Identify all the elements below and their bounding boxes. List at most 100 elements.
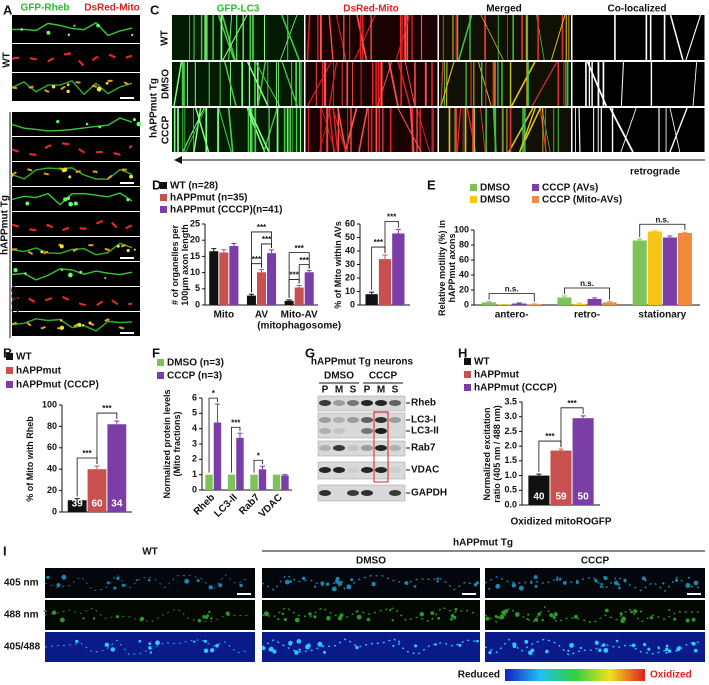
puncta (691, 617, 696, 622)
y-tick-label: 80 (47, 421, 57, 431)
y-axis-label: % of Mito with Rheb (25, 415, 35, 502)
micrograph (485, 568, 705, 598)
puncta (621, 616, 626, 622)
puncta (46, 575, 50, 580)
n-label: 40 (533, 492, 545, 503)
bar (550, 450, 572, 505)
puncta (306, 643, 311, 648)
band-label: VDAC (411, 465, 439, 476)
puncta (657, 647, 661, 650)
significance-label: *** (374, 238, 384, 247)
puncta (133, 248, 136, 251)
axon (11, 117, 133, 132)
bar (662, 237, 677, 305)
kymograph-trace (508, 107, 534, 153)
y-tick-label: 0 (464, 299, 469, 309)
axon (11, 167, 133, 180)
group-label: WT (2, 52, 13, 68)
puncta (485, 616, 490, 621)
puncta (208, 610, 211, 614)
bar (246, 295, 256, 305)
puncta (20, 28, 24, 31)
error-bar (382, 254, 388, 260)
puncta (40, 250, 44, 254)
puncta (685, 583, 691, 589)
n-label: 50 (578, 492, 590, 503)
error-bar (652, 230, 658, 232)
row-label: 405/488 (4, 642, 41, 653)
kymograph-trace (332, 107, 347, 153)
fraction-label: P (364, 385, 371, 396)
legend-swatch (470, 196, 477, 203)
error-bar (486, 301, 492, 303)
kymograph-trace (319, 107, 331, 153)
x-note: (mitophagosome) (257, 321, 341, 332)
puncta (398, 640, 401, 643)
puncta (215, 643, 219, 648)
condition-label: DMSO (324, 371, 354, 382)
kymograph-trace (246, 61, 269, 107)
significance-label: n.s. (580, 279, 594, 288)
kymograph-trace (228, 14, 233, 61)
bar (227, 474, 236, 490)
micrograph (439, 15, 571, 60)
legend-label: hAPPmut (CCCP)(n=41) (170, 205, 283, 216)
blot-band (389, 400, 401, 406)
kymograph-trace (685, 14, 702, 61)
legend-label: hAPPmut (474, 370, 520, 381)
error-bar (637, 238, 643, 241)
error-bar (667, 235, 673, 238)
significance-label: *** (289, 271, 299, 280)
micrograph (45, 568, 255, 598)
puncta (537, 612, 541, 616)
condition-label: CCCP (369, 371, 398, 382)
error-bar (286, 299, 292, 301)
panel-letter: E (427, 177, 436, 192)
axon (11, 141, 133, 157)
y-tick-label: 3.5 (504, 396, 517, 406)
legend-label: WT (n=28) (170, 181, 218, 192)
puncta (526, 617, 529, 621)
puncta (13, 267, 18, 273)
blot-band (375, 400, 387, 406)
puncta (518, 585, 524, 591)
puncta (44, 609, 47, 613)
puncta (668, 608, 671, 611)
band-label: Rab7 (411, 443, 436, 454)
significance-bracket (639, 223, 686, 237)
puncta (62, 167, 68, 172)
column-label: Co-localized (608, 4, 667, 15)
puncta (335, 579, 339, 584)
puncta (514, 612, 520, 617)
puncta (355, 645, 359, 650)
bar (219, 252, 229, 305)
column-label: DsRed-Mito (343, 4, 399, 15)
axon (11, 241, 133, 258)
y-tick-label: 2.0 (504, 441, 517, 451)
puncta (139, 616, 145, 622)
puncta (82, 617, 85, 620)
kymograph-trace (510, 61, 536, 107)
puncta (340, 580, 343, 584)
puncta (126, 248, 130, 253)
kymograph-trace (222, 14, 248, 61)
significance-label: n.s. (505, 285, 519, 294)
error-bar (580, 415, 586, 419)
kymograph-trace (193, 107, 202, 153)
y-tick-label: 0 (195, 299, 200, 309)
bar (250, 474, 258, 490)
puncta (541, 619, 544, 622)
y-tick-label: 40 (459, 269, 469, 279)
puncta (575, 580, 579, 584)
y-tick-label: 0 (350, 299, 355, 309)
puncta (149, 651, 153, 654)
bar (587, 299, 602, 305)
y-tick-label: 50 (345, 232, 355, 242)
puncta (366, 617, 371, 622)
legend-swatch (6, 353, 13, 360)
error-bar (211, 248, 217, 252)
bar (272, 474, 281, 490)
y-tick-label: 2 (192, 454, 197, 464)
error-bar (114, 420, 120, 425)
puncta (573, 614, 578, 619)
